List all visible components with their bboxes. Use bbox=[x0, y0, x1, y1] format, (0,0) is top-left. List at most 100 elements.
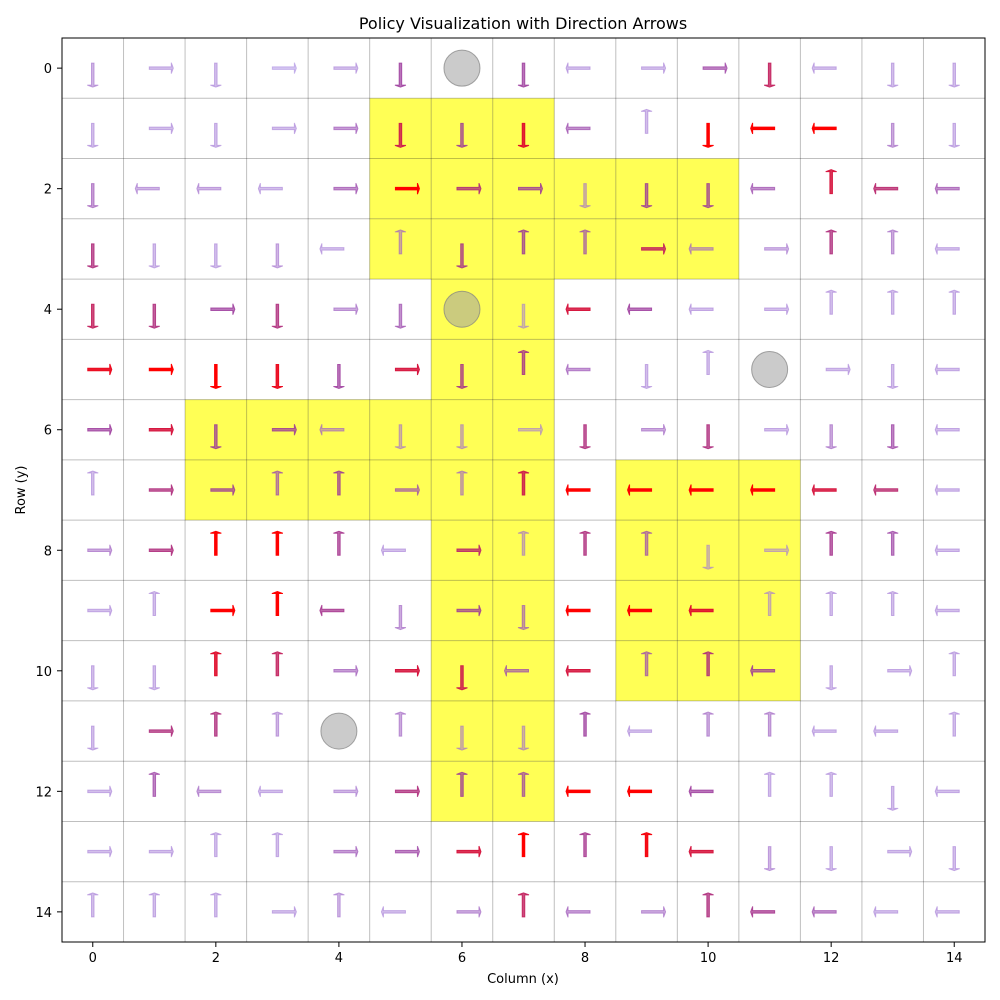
arrow-right bbox=[333, 665, 359, 677]
arrow-right bbox=[333, 785, 359, 798]
y-tick-label: 6 bbox=[44, 424, 52, 439]
arrow-right bbox=[333, 62, 359, 74]
arrow-right bbox=[887, 845, 913, 858]
arrow-up bbox=[271, 530, 284, 556]
arrow-up bbox=[887, 289, 899, 315]
arrow-up bbox=[887, 229, 899, 255]
arrow-up bbox=[948, 651, 960, 677]
arrow-left bbox=[750, 182, 776, 195]
arrow-up bbox=[210, 892, 222, 918]
arrow-right bbox=[210, 484, 236, 496]
arrow-right bbox=[394, 665, 420, 677]
arrow-down bbox=[579, 424, 591, 450]
arrow-right bbox=[887, 665, 913, 677]
arrow-right bbox=[641, 906, 667, 918]
arrow-right bbox=[394, 363, 420, 376]
arrow-left bbox=[627, 785, 653, 798]
arrow-left bbox=[811, 906, 837, 918]
obstacle-circle bbox=[751, 350, 789, 388]
x-tick-label: 4 bbox=[335, 951, 343, 966]
arrow-left bbox=[565, 906, 591, 918]
arrow-down bbox=[394, 605, 407, 631]
highlight-cell bbox=[738, 520, 801, 581]
arrow-up bbox=[517, 229, 530, 255]
arrow-up bbox=[271, 470, 284, 496]
arrow-down bbox=[87, 303, 99, 329]
arrow-down bbox=[148, 243, 160, 269]
arrow-down bbox=[210, 243, 222, 269]
arrow-down bbox=[148, 303, 160, 329]
arrow-down bbox=[887, 424, 899, 450]
arrow-down bbox=[517, 725, 530, 751]
arrow-left bbox=[934, 785, 960, 798]
arrow-up bbox=[640, 832, 653, 858]
arrow-up bbox=[517, 771, 530, 797]
arrow-left bbox=[934, 484, 960, 496]
arrow-down bbox=[394, 62, 407, 88]
arrow-down bbox=[87, 183, 99, 209]
arrow-up bbox=[579, 832, 591, 858]
arrow-right bbox=[764, 424, 790, 436]
y-tick-label: 12 bbox=[35, 785, 52, 800]
arrow-right bbox=[333, 182, 359, 195]
arrow-up bbox=[333, 530, 345, 556]
arrow-down bbox=[456, 243, 468, 269]
x-tick-label: 2 bbox=[212, 951, 220, 966]
arrow-down bbox=[456, 665, 468, 691]
arrow-left bbox=[688, 484, 714, 496]
arrow-up bbox=[271, 591, 284, 617]
arrow-down bbox=[87, 122, 99, 148]
x-tick-label: 6 bbox=[458, 951, 466, 966]
arrow-up bbox=[640, 651, 653, 677]
arrow-left bbox=[627, 604, 653, 617]
arrow-up bbox=[148, 591, 160, 617]
arrow-down bbox=[210, 363, 222, 389]
arrow-up bbox=[333, 470, 345, 496]
arrow-left bbox=[934, 424, 960, 436]
arrow-right bbox=[333, 122, 359, 135]
arrow-up bbox=[763, 591, 776, 617]
arrow-right bbox=[87, 424, 113, 436]
arrow-left bbox=[565, 62, 591, 74]
arrow-left bbox=[750, 665, 776, 677]
arrow-down bbox=[702, 122, 714, 148]
x-tick-label: 12 bbox=[823, 951, 840, 966]
arrow-left bbox=[565, 785, 591, 798]
x-tick-label: 0 bbox=[89, 951, 97, 966]
arrow-down bbox=[394, 424, 407, 450]
arrow-right bbox=[456, 845, 482, 858]
arrow-down bbox=[148, 665, 160, 691]
y-axis-label: Row (y) bbox=[14, 465, 29, 514]
arrow-up bbox=[763, 711, 776, 737]
arrow-left bbox=[257, 785, 283, 798]
arrow-right bbox=[394, 484, 420, 496]
arrow-left bbox=[811, 122, 837, 135]
arrow-down bbox=[210, 424, 222, 450]
arrow-left bbox=[873, 725, 899, 737]
arrow-down bbox=[763, 62, 776, 88]
highlight-cell bbox=[677, 520, 739, 581]
arrow-up bbox=[702, 651, 714, 677]
arrow-up bbox=[702, 711, 714, 737]
arrow-left bbox=[750, 484, 776, 496]
arrow-right bbox=[148, 122, 174, 135]
arrow-up bbox=[825, 530, 837, 556]
y-tick-label: 10 bbox=[35, 665, 52, 680]
arrow-right bbox=[87, 363, 113, 376]
arrow-left bbox=[565, 665, 591, 677]
arrow-right bbox=[456, 604, 482, 617]
arrow-up bbox=[579, 711, 591, 737]
arrow-right bbox=[394, 785, 420, 798]
arrow-down bbox=[456, 725, 468, 751]
arrow-left bbox=[811, 725, 837, 737]
arrow-left bbox=[380, 544, 406, 556]
axes-frame bbox=[61, 37, 986, 943]
arrow-left bbox=[134, 182, 160, 195]
arrow-left bbox=[873, 484, 899, 496]
x-tick-label: 10 bbox=[700, 951, 717, 966]
arrow-right bbox=[210, 604, 236, 617]
arrow-down bbox=[456, 363, 468, 389]
arrow-up bbox=[271, 651, 284, 677]
arrow-right bbox=[87, 845, 113, 858]
